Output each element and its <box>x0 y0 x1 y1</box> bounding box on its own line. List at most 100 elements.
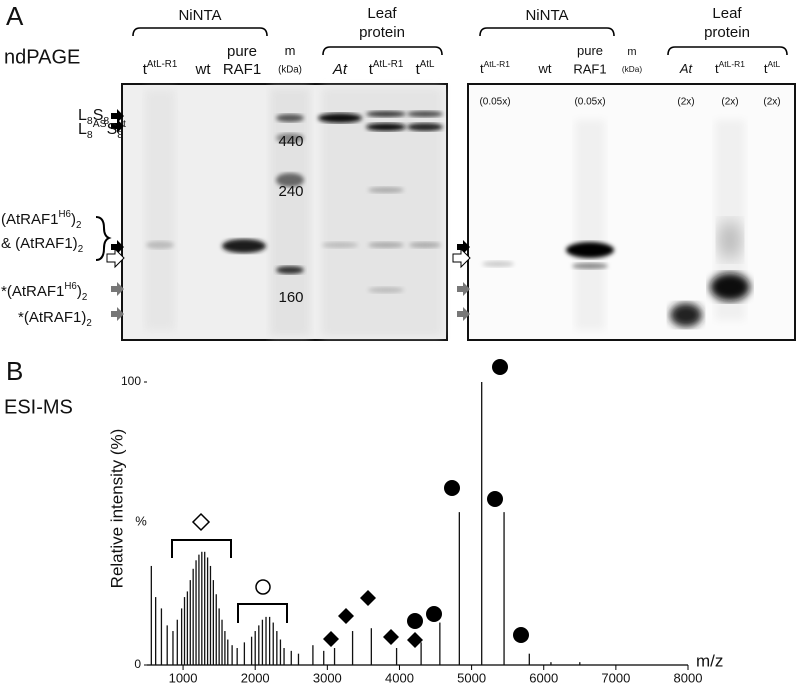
band-label: *(AtRAF1H6)2 <box>1 281 87 303</box>
text-part: L <box>78 107 87 124</box>
group-label: Leaf protein <box>359 5 405 41</box>
marker-label: 240 <box>278 183 303 200</box>
diamond <box>338 608 354 624</box>
annotations <box>171 359 529 648</box>
load-label: (2x) <box>677 97 694 108</box>
y-axis-label: Relative intensity (%) <box>107 429 126 589</box>
text-part: S <box>107 121 118 138</box>
text-part: protein <box>359 24 405 41</box>
lane-label: RAF1 <box>573 61 606 76</box>
x-axis-label: m/z <box>696 651 723 670</box>
text-part: pure <box>577 43 603 58</box>
text-part: H6 <box>59 209 71 220</box>
text-part: wt <box>195 61 212 78</box>
lane-label: m <box>285 43 296 58</box>
text-part: 8 <box>87 130 93 141</box>
text-part: t <box>416 61 421 78</box>
text-part: AtL <box>420 59 435 70</box>
lane-label: tAtL-R1 <box>143 59 178 78</box>
lane-label: tAtL <box>764 59 781 76</box>
band-label: L8ASS8t <box>78 119 126 141</box>
text-part: t <box>715 61 719 76</box>
lane-label: pure <box>227 43 257 60</box>
text-part: *(AtRAF1 <box>1 283 64 300</box>
filled-circle <box>513 627 529 643</box>
diamond <box>323 631 339 647</box>
gel-1 <box>121 83 448 341</box>
text-part: 2 <box>78 244 83 255</box>
text-part: AtL-R1 <box>719 59 746 69</box>
lane-label: m <box>627 46 636 58</box>
text-part: t <box>764 61 768 76</box>
text-part: ) <box>77 283 82 300</box>
text-part: AtL <box>767 59 780 69</box>
text-part: S <box>93 107 104 124</box>
diamond <box>383 629 399 645</box>
x-tick-label: 3000 <box>313 670 342 685</box>
text-part: ) <box>71 211 76 228</box>
text-part: *(AtRAF1) <box>18 309 86 326</box>
bracket <box>237 603 288 623</box>
text-part: 8 <box>117 130 123 141</box>
open-circle <box>255 579 271 595</box>
text-part: 8 <box>103 116 109 127</box>
marker-label: 160 <box>278 289 303 306</box>
lane-label: tAtL-R1 <box>480 59 510 76</box>
y-tick-label: 0 <box>134 657 141 671</box>
text-part: 2 <box>82 292 87 303</box>
panel-label: B <box>6 356 23 386</box>
x-tick-label: 8000 <box>674 670 703 685</box>
lane-label: (kDa) <box>622 65 642 74</box>
marker-label: 440 <box>278 133 303 150</box>
band-arrows <box>95 109 471 321</box>
text-part: wt <box>538 61 552 76</box>
lane-label: tAtL-R1 <box>715 59 745 76</box>
lane-label: (kDa) <box>278 65 302 76</box>
band-label: L8S8 <box>78 107 109 127</box>
open-diamond <box>191 512 211 532</box>
lane-label: RAF1 <box>223 61 261 78</box>
lane-label: wt <box>538 61 552 76</box>
text-part: t <box>143 61 148 78</box>
diamond <box>360 590 376 606</box>
band-label: & (AtRAF1)2 <box>1 235 83 255</box>
x-tick-label: 5000 <box>457 670 486 685</box>
text-part: Leaf <box>712 5 742 22</box>
text-part: At <box>679 61 694 76</box>
text-part: 8 <box>87 116 93 127</box>
x-tick-label: 1000 <box>169 670 198 685</box>
x-tick-label: 2000 <box>241 670 270 685</box>
filled-circle <box>407 613 423 629</box>
text-part: protein <box>704 24 750 41</box>
panel-label: A <box>6 1 24 31</box>
text-part: AtL-R1 <box>373 59 403 70</box>
text-part: Leaf <box>367 5 397 22</box>
text-part: t <box>369 61 374 78</box>
technique-label: ndPAGE <box>4 46 80 68</box>
text-part: AtL-R1 <box>147 59 177 70</box>
filled-circle <box>426 606 442 622</box>
band-label: (AtRAF1H6)2 <box>1 209 81 231</box>
load-label: (2x) <box>721 97 738 108</box>
text-part: 2 <box>76 220 81 231</box>
text-part: pure <box>227 43 257 60</box>
text-part: & (AtRAF1) <box>1 235 78 252</box>
text-part: At <box>332 61 348 78</box>
lane-label: pure <box>577 43 603 58</box>
text-part: t <box>480 61 484 76</box>
lane-label: wt <box>195 61 212 78</box>
group-label: NiNTA <box>525 7 568 24</box>
text-part: 2 <box>86 318 91 329</box>
load-label: (0.05x) <box>574 97 605 108</box>
y-tick-label: 100 <box>121 374 141 388</box>
filled-circle <box>444 480 460 496</box>
load-label: (2x) <box>763 97 780 108</box>
text-part: L <box>78 121 87 138</box>
y-unit-label: % <box>135 513 147 528</box>
text-part: t <box>123 119 126 130</box>
lane-label: At <box>679 61 694 76</box>
group-label: NiNTA <box>178 7 221 24</box>
lane-label: At <box>332 61 348 78</box>
x-tick-label: 7000 <box>601 670 630 685</box>
text-part: m <box>627 46 636 58</box>
